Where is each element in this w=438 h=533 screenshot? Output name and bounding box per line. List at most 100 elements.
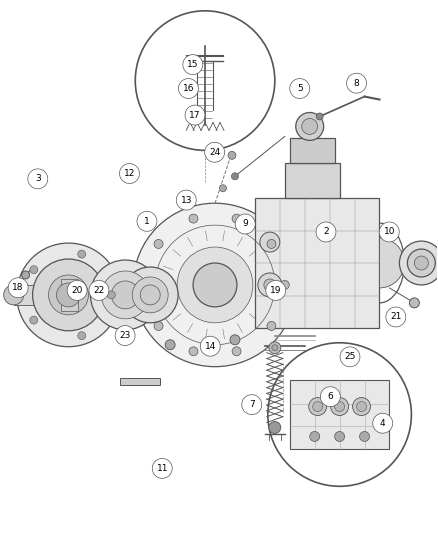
Circle shape [268,343,411,486]
Circle shape [260,232,280,252]
Text: 8: 8 [353,79,360,88]
Circle shape [205,142,225,162]
Circle shape [57,283,81,307]
Text: 19: 19 [270,286,282,295]
Text: 10: 10 [384,228,395,237]
Bar [255,198,379,328]
Circle shape [320,387,340,407]
Circle shape [137,212,157,231]
Circle shape [154,321,163,330]
Circle shape [269,342,281,354]
Text: 12: 12 [124,169,135,178]
Circle shape [30,316,38,324]
Circle shape [386,307,406,327]
Bar [290,379,389,449]
Text: 20: 20 [71,286,83,295]
Text: 18: 18 [12,283,24,292]
Circle shape [280,280,289,289]
Circle shape [357,401,367,411]
Circle shape [232,214,241,223]
Circle shape [115,326,135,345]
Circle shape [219,185,226,192]
Circle shape [296,112,324,140]
Circle shape [414,256,428,270]
Text: 17: 17 [189,110,201,119]
Text: 5: 5 [297,84,303,93]
Circle shape [101,271,149,319]
Circle shape [316,113,323,120]
Text: 1: 1 [144,217,150,226]
Circle shape [335,401,345,411]
Circle shape [78,250,86,258]
Bar [290,139,335,163]
Circle shape [17,243,120,347]
Circle shape [49,275,88,315]
Circle shape [264,279,276,291]
Circle shape [4,285,24,305]
Circle shape [183,55,203,75]
Circle shape [154,239,163,248]
Circle shape [193,263,237,307]
Circle shape [258,273,282,297]
Circle shape [140,285,160,305]
Circle shape [272,345,278,351]
Circle shape [67,280,87,301]
Text: 13: 13 [180,196,192,205]
Circle shape [331,398,349,416]
Circle shape [141,280,150,289]
Text: 25: 25 [344,352,356,361]
Circle shape [133,203,297,367]
Circle shape [316,222,336,242]
Text: 24: 24 [209,148,220,157]
Circle shape [185,105,205,125]
Circle shape [107,291,115,299]
Circle shape [176,190,196,210]
Text: 6: 6 [328,392,333,401]
Circle shape [189,214,198,223]
Circle shape [269,422,281,433]
Circle shape [313,401,323,411]
Circle shape [335,432,345,441]
Circle shape [231,173,238,180]
Text: 22: 22 [93,286,105,295]
Circle shape [178,78,198,99]
Circle shape [379,222,399,242]
Text: 4: 4 [380,419,385,428]
Circle shape [122,267,178,323]
Text: 14: 14 [205,342,216,351]
Bar [285,163,339,198]
Circle shape [310,432,320,441]
Circle shape [302,118,318,134]
Circle shape [399,241,438,285]
Bar [120,378,160,385]
Text: 23: 23 [120,331,131,340]
Circle shape [132,277,168,313]
Circle shape [353,398,371,416]
Circle shape [21,271,30,279]
Circle shape [410,298,419,308]
Text: 2: 2 [323,228,329,237]
Text: 15: 15 [187,60,198,69]
Text: 7: 7 [249,400,254,409]
Circle shape [30,266,38,274]
Circle shape [266,280,286,301]
Circle shape [200,336,220,356]
Text: 21: 21 [390,312,402,321]
Text: 16: 16 [183,84,194,93]
Circle shape [90,260,160,330]
Polygon shape [60,279,78,311]
Circle shape [346,73,367,93]
Text: 3: 3 [35,174,41,183]
Circle shape [165,340,175,350]
Circle shape [135,11,275,150]
Text: 9: 9 [242,220,248,229]
Circle shape [230,335,240,345]
Circle shape [8,278,28,298]
Wedge shape [379,238,404,288]
Circle shape [111,281,139,309]
Circle shape [120,164,139,183]
Circle shape [89,280,109,301]
Circle shape [189,347,198,356]
Circle shape [228,151,236,159]
Circle shape [267,321,276,330]
